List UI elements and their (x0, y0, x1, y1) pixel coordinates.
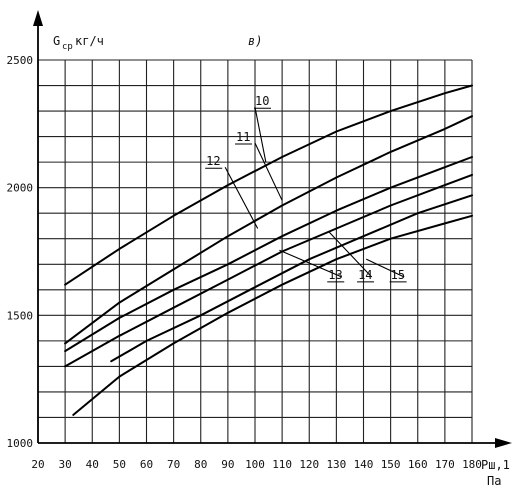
x-tick-label: 50 (113, 458, 126, 471)
axis-labels: в) G ср кг/ч Рш,1 Па (53, 34, 510, 488)
x-tick-label: 150 (381, 458, 401, 471)
x-tick-label: 130 (326, 458, 346, 471)
callout-label-12: 12 (206, 154, 220, 168)
x-tick-label: 120 (299, 458, 319, 471)
y-tick-label: 1500 (7, 309, 34, 322)
x-tick-label: 20 (31, 458, 44, 471)
y-axis-unit: кг/ч (75, 34, 104, 48)
y-tick-label: 1000 (7, 437, 34, 450)
callout-leader-12 (224, 166, 259, 229)
series-line-10 (64, 84, 473, 286)
callouts: 10 11 12 13 14 15 (205, 94, 407, 283)
y-tick-label: 2000 (7, 182, 34, 195)
x-tick-label: 100 (245, 458, 265, 471)
callout-leader-11 (254, 142, 283, 201)
callout-leader-10 (254, 107, 267, 163)
series-lines (64, 84, 473, 416)
x-tick-label: 60 (140, 458, 153, 471)
callout-label-10: 10 (255, 94, 269, 108)
x-tick-label: 140 (354, 458, 374, 471)
x-tick-label: 80 (194, 458, 207, 471)
x-tick-label: 30 (59, 458, 72, 471)
grid (37, 59, 473, 444)
callout-label-13: 13 (328, 268, 342, 282)
x-axis-arrow (495, 438, 512, 448)
x-tick-label: 90 (221, 458, 234, 471)
x-tick-label: 180 (462, 458, 482, 471)
callout-label-15: 15 (391, 268, 405, 282)
callout-leader-13 (279, 249, 343, 278)
series-line-13 (64, 173, 473, 368)
y-axis-label-sub: ср (62, 42, 73, 52)
y-tick-label: 2500 (7, 54, 34, 67)
x-tick-label: 110 (272, 458, 292, 471)
x-tick-label: 170 (435, 458, 455, 471)
axes: 20 30 40 50 60 70 80 90 100 110 120 130 140 150 160 170… (7, 10, 512, 471)
x-tick-label: 70 (167, 458, 180, 471)
callout-label-11: 11 (236, 130, 250, 144)
y-axis-arrow (33, 10, 43, 26)
x-axis-label: Рш,1 (481, 458, 510, 472)
y-axis-label: G (53, 34, 60, 48)
callout-label-14: 14 (358, 268, 372, 282)
series-line-15 (72, 214, 473, 416)
series-line-12 (64, 156, 473, 353)
panel-label: в) (248, 34, 262, 48)
x-axis-unit: Па (487, 474, 501, 488)
series-line-11 (64, 115, 473, 345)
callout-leader-14 (327, 230, 373, 278)
x-tick-label: 40 (86, 458, 99, 471)
x-tick-label: 160 (408, 458, 428, 471)
series-line-14 (110, 194, 473, 363)
callout-leader-15 (365, 258, 405, 278)
